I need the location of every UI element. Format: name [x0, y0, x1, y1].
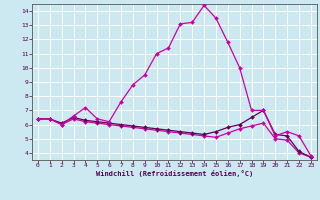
- X-axis label: Windchill (Refroidissement éolien,°C): Windchill (Refroidissement éolien,°C): [96, 170, 253, 177]
